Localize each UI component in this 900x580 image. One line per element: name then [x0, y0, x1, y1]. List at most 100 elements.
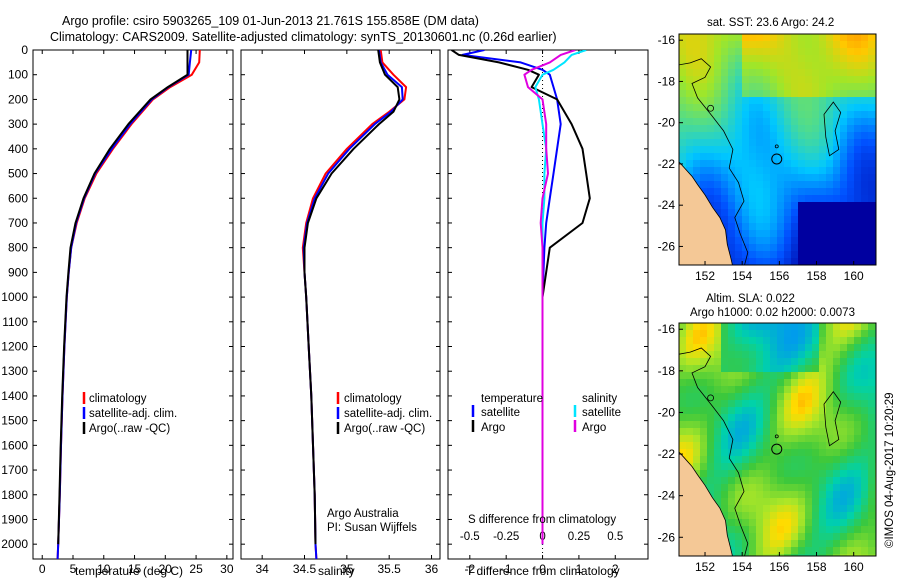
map-cell	[770, 216, 778, 224]
map-cell	[728, 202, 736, 210]
map-cell	[812, 421, 820, 429]
map-cell	[854, 372, 862, 380]
map-cell	[847, 83, 855, 91]
map-cell	[805, 76, 813, 84]
map-cell	[854, 146, 862, 154]
map-cell	[763, 251, 771, 259]
map-cell	[756, 83, 764, 91]
map-cell	[805, 41, 813, 49]
map-cell	[693, 330, 701, 338]
map-cell	[798, 428, 806, 436]
map-cell	[693, 125, 701, 133]
map-cell	[826, 251, 834, 259]
map-cell	[791, 337, 799, 345]
map-cell	[854, 76, 862, 84]
map-cell	[770, 505, 778, 513]
map-cell	[805, 358, 813, 366]
map-cell	[735, 449, 743, 457]
map-cell	[798, 230, 806, 238]
map-cell	[721, 351, 729, 359]
map-cell	[833, 407, 841, 415]
map-cell	[798, 62, 806, 70]
map-cell	[868, 209, 876, 217]
map-cell	[721, 97, 729, 105]
map-cell	[763, 69, 771, 77]
map-cell	[728, 244, 736, 252]
map-cell	[826, 386, 834, 394]
map-cell	[763, 181, 771, 189]
map-cell	[777, 358, 785, 366]
map-cell	[854, 251, 862, 259]
map-cell	[861, 400, 869, 408]
sla-map-title2: Argo h1000: 0.02 h2000: 0.0073	[690, 307, 855, 319]
map-cell	[868, 540, 876, 548]
map-cell	[770, 533, 778, 541]
map-cell	[777, 365, 785, 373]
series-line-satellite-adj-clim-	[56, 50, 193, 559]
map-cell	[777, 139, 785, 147]
map-cell	[679, 76, 687, 84]
map-cell	[770, 83, 778, 91]
map-cell	[756, 540, 764, 548]
map-cell	[728, 146, 736, 154]
map-cell	[700, 83, 708, 91]
map-cell	[840, 111, 848, 119]
map-cell	[714, 41, 722, 49]
map-cell	[819, 512, 827, 520]
map-cell	[742, 153, 750, 161]
map-cell	[686, 62, 694, 70]
map-cell	[763, 258, 771, 265]
map-cell	[840, 428, 848, 436]
map-cell	[805, 323, 813, 331]
map-cell	[735, 358, 743, 366]
map-x-tick-label: 152	[695, 269, 715, 283]
legend-satellite: satellite-adj. clim.	[89, 408, 177, 420]
map-cell	[721, 379, 729, 387]
map-cell	[714, 174, 722, 182]
map-cell	[868, 90, 876, 98]
map-cell	[798, 491, 806, 499]
map-cell	[742, 125, 750, 133]
map-cell	[686, 97, 694, 105]
map-cell	[812, 505, 820, 513]
map-cell	[693, 160, 701, 168]
map-cell	[735, 435, 743, 443]
map-cell	[742, 90, 750, 98]
map-cell	[840, 34, 848, 42]
map-cell	[763, 344, 771, 352]
map-cell	[707, 104, 715, 112]
map-cell	[686, 41, 694, 49]
map-cell	[756, 358, 764, 366]
map-cell	[791, 428, 799, 436]
map-cell	[840, 55, 848, 63]
map-cell	[791, 125, 799, 133]
map-cell	[819, 181, 827, 189]
map-cell	[763, 365, 771, 373]
map-cell	[805, 258, 813, 265]
map-cell	[728, 533, 736, 541]
map-cell	[819, 372, 827, 380]
map-cell	[784, 76, 792, 84]
map-cell	[854, 195, 862, 203]
map-cell	[763, 358, 771, 366]
map-cell	[805, 83, 813, 91]
map-cell	[791, 456, 799, 464]
map-cell	[686, 393, 694, 401]
map-cell	[854, 505, 862, 513]
map-cell	[826, 83, 834, 91]
map-cell	[819, 449, 827, 457]
map-cell	[840, 69, 848, 77]
map-cell	[805, 48, 813, 56]
map-cell	[770, 393, 778, 401]
map-cell	[700, 41, 708, 49]
map-cell	[826, 456, 834, 464]
difference-legend: temperature salinity satellite Argo sate…	[471, 393, 621, 434]
map-cell	[693, 393, 701, 401]
map-cell	[826, 365, 834, 373]
map-cell	[742, 540, 750, 548]
depth-tick-label: 700	[8, 216, 28, 230]
map-cell	[798, 146, 806, 154]
map-cell	[777, 505, 785, 513]
map-cell	[868, 41, 876, 49]
map-cell	[840, 125, 848, 133]
